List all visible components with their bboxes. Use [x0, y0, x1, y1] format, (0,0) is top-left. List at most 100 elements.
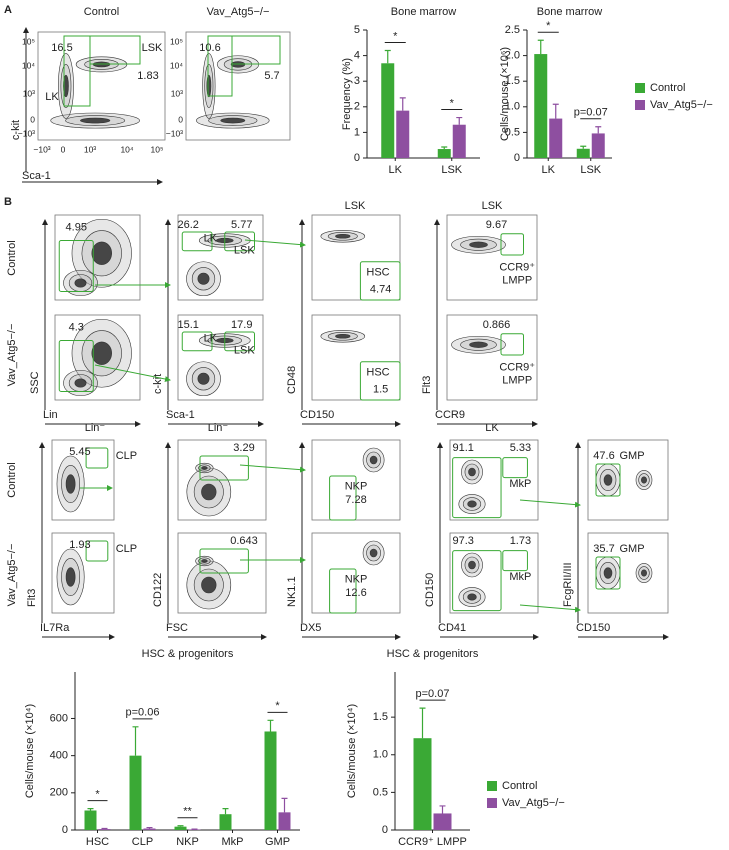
- y-tick-label: 0: [514, 152, 520, 164]
- density-contour: [641, 569, 647, 577]
- gate-value: 4.95: [66, 222, 87, 234]
- x-axis-label: CD150: [300, 409, 334, 421]
- population-label: LK: [45, 91, 59, 103]
- legend-label: Control: [502, 780, 537, 792]
- x-axis-label: IL7Ra: [40, 622, 70, 634]
- density-contour: [91, 241, 112, 265]
- density-contour: [468, 467, 476, 477]
- y-tick-label: 200: [50, 787, 68, 799]
- legend-swatch: [635, 83, 645, 93]
- annotation: p=0.07: [574, 107, 608, 119]
- bar: [98, 829, 111, 830]
- gate-value: 1.83: [137, 70, 158, 82]
- bar: [413, 738, 432, 830]
- panel-title: LK: [485, 422, 499, 434]
- bar: [84, 810, 97, 830]
- gate: [452, 550, 502, 612]
- bar: [433, 813, 452, 830]
- error-bar: [177, 825, 184, 827]
- plot-frame: [177, 532, 267, 614]
- x-tick-label: 10⁵: [151, 144, 164, 154]
- annotation: p=0.06: [126, 707, 160, 719]
- population-label: LSK: [234, 345, 255, 357]
- y-tick-label: 0: [30, 114, 35, 124]
- error-bar: [419, 707, 426, 739]
- error-bar: [146, 826, 153, 829]
- y-tick-label: 10⁵: [22, 36, 35, 46]
- gate-value: 91.1: [452, 442, 473, 454]
- y-axis-label: Flt3: [26, 589, 38, 607]
- x-axis-label: CCR9: [435, 409, 465, 421]
- population-label: NKP: [345, 480, 368, 492]
- gate: [199, 455, 249, 481]
- chart-title: HSC & progenitors: [142, 648, 234, 660]
- gate-value: 0.866: [483, 319, 511, 331]
- y-axis-label: Cells/mouse (×10⁴): [24, 704, 36, 798]
- gate-value: 97.3: [452, 535, 473, 547]
- gate: [329, 475, 357, 521]
- legend-swatch: [487, 781, 497, 791]
- gate: [85, 540, 109, 562]
- row-label: Vav_Atg5−/−: [6, 324, 18, 387]
- legend-label: Vav_Atg5−/−: [650, 99, 713, 111]
- error-bar: [87, 808, 94, 811]
- y-tick-label: 2: [354, 101, 360, 113]
- gate: [500, 333, 524, 356]
- density-contour: [220, 117, 246, 124]
- density-contour: [74, 278, 87, 288]
- y-tick-label: 2.5: [505, 24, 520, 36]
- density-contour: [201, 576, 217, 594]
- y-axis-label: c-kit: [152, 374, 164, 394]
- y-tick-label: −10³: [166, 128, 183, 138]
- gate-value: 5.7: [264, 70, 279, 82]
- y-axis-label: Flt3: [421, 376, 433, 394]
- panel-letter: B: [4, 196, 12, 208]
- gate: [89, 35, 141, 65]
- error-bar: [399, 97, 406, 111]
- gate-value: 26.2: [177, 219, 198, 231]
- legend-swatch: [635, 100, 645, 110]
- gate-value: 4.74: [370, 284, 391, 296]
- density-contour: [201, 559, 208, 563]
- error-bar: [537, 39, 544, 55]
- error-bar: [132, 726, 139, 756]
- panel-title: Lin⁻: [85, 422, 106, 434]
- chart-title: HSC & progenitors: [387, 648, 479, 660]
- gate: [224, 331, 255, 352]
- bar: [188, 829, 201, 830]
- bar: [219, 814, 232, 830]
- x-tick-label: CLP: [132, 836, 153, 848]
- density-contour: [369, 548, 378, 558]
- gate-value: 1.5: [373, 384, 388, 396]
- error-bar: [456, 116, 463, 125]
- plot-frame: [311, 214, 401, 301]
- legend-swatch: [487, 798, 497, 808]
- x-axis-label: CD150: [576, 622, 610, 634]
- error-bar: [580, 145, 587, 149]
- y-tick-label: 0: [382, 824, 388, 836]
- y-tick-label: 0.5: [505, 126, 520, 138]
- panel-title: LSK: [345, 200, 366, 212]
- x-tick-label: 10⁴: [120, 144, 133, 154]
- x-tick-label: NKP: [176, 836, 199, 848]
- density-contour: [335, 333, 351, 339]
- y-tick-label: 2.0: [505, 50, 520, 62]
- gate-value: 1.93: [69, 539, 90, 551]
- plot-frame: [449, 532, 539, 614]
- y-axis-label: CD150: [424, 573, 436, 607]
- density-contour: [63, 74, 69, 98]
- row-label: Control: [6, 240, 18, 275]
- annotation: *: [450, 97, 455, 109]
- x-tick-label: MkP: [222, 836, 244, 848]
- annotation: p=0.07: [416, 688, 450, 700]
- gate: [595, 556, 621, 590]
- y-axis-label: Cells/mouse (×10⁴): [346, 704, 358, 798]
- density-contour: [197, 272, 210, 285]
- population-label: CCR9⁺: [499, 262, 535, 274]
- gate-value: 4.3: [69, 322, 84, 334]
- x-tick-label: LSK: [441, 164, 462, 176]
- gate-value: 47.6: [593, 450, 614, 462]
- gate: [199, 548, 249, 574]
- gate: [359, 361, 401, 401]
